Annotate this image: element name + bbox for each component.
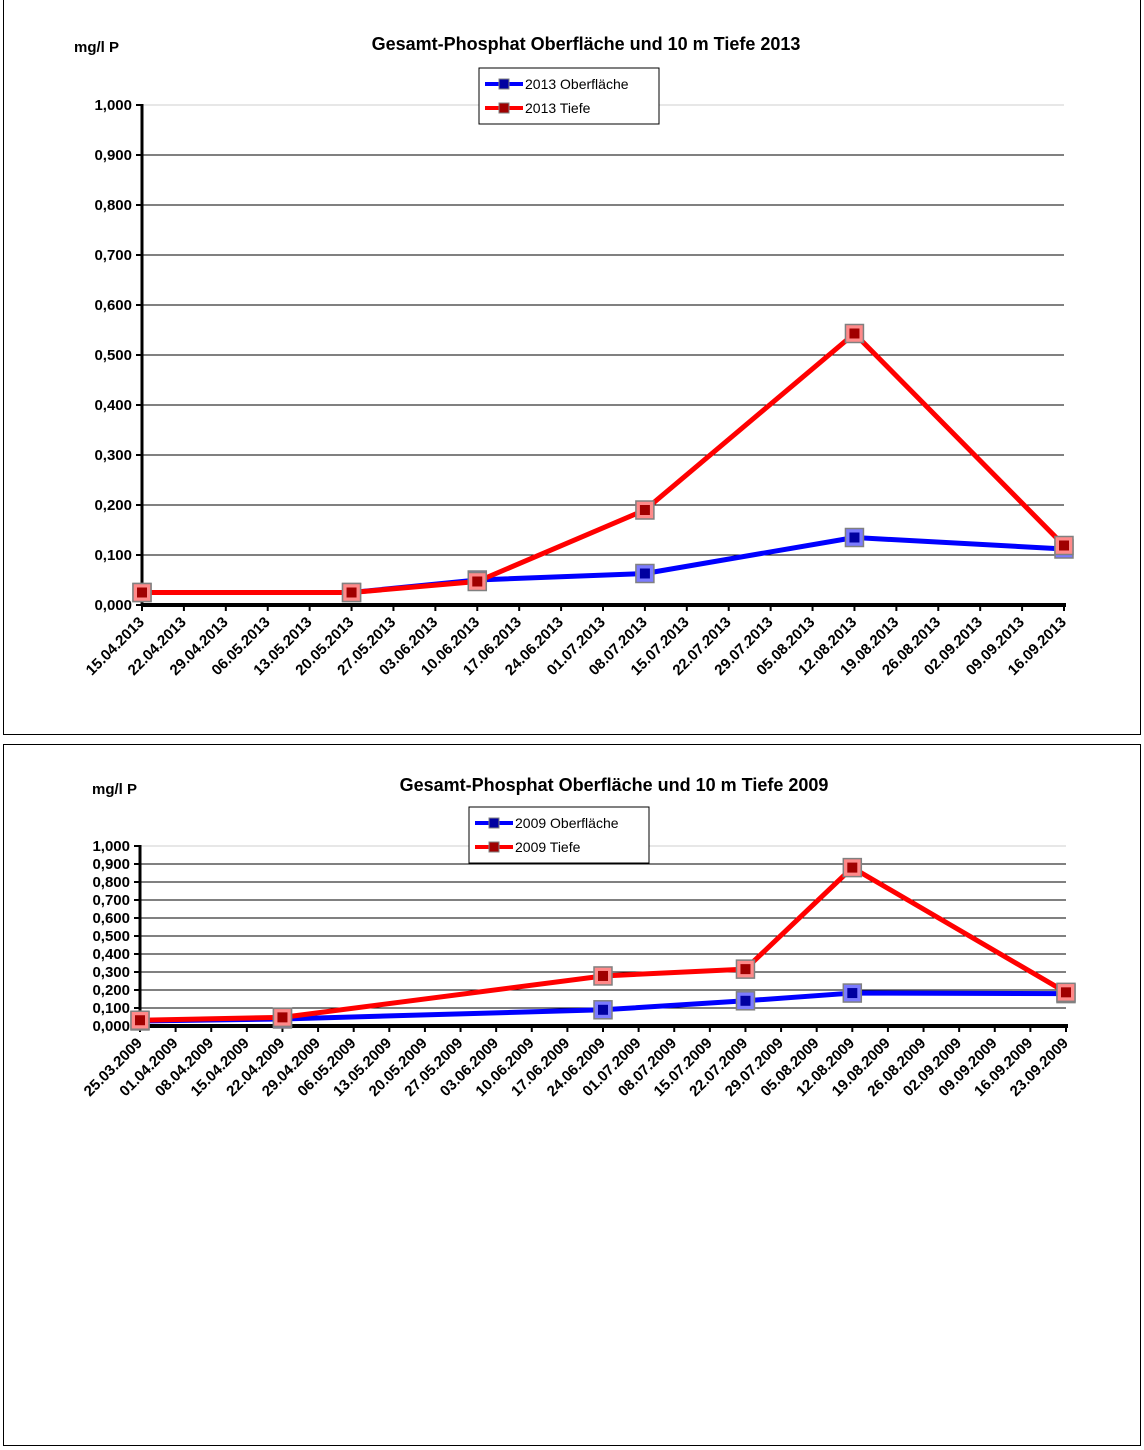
legend-label-1: 2009 Tiefe [515, 839, 581, 855]
y-tick-label: 0,000 [92, 1018, 130, 1035]
legend-box [468, 806, 650, 864]
legend-label-0: 2009 Oberfläche [515, 815, 619, 831]
data-point-marker-core [740, 964, 751, 975]
y-tick-label: 0,900 [94, 147, 132, 164]
data-point-marker-core [135, 1015, 145, 1026]
series-line-0 [142, 535, 1065, 595]
y-tick-label: 1,000 [92, 838, 130, 855]
legend-label-0: 2013 Oberfläche [525, 76, 629, 92]
y-axis-unit-label: mg/l P [74, 39, 119, 56]
y-tick-label: 0,800 [92, 874, 130, 891]
y-tick-label: 0,500 [94, 347, 132, 364]
legend: 2013 Oberfläche 2013 Tiefe [478, 67, 660, 125]
chart-panel-2013: Gesamt-Phosphat Oberfläche und 10 m Tief… [3, 0, 1141, 735]
legend: 2009 Oberfläche 2009 Tiefe [468, 806, 650, 864]
series-line-1 [139, 865, 1068, 1023]
data-point-marker-core [639, 568, 650, 579]
legend-box [478, 67, 660, 125]
data-point-marker-core [1059, 540, 1069, 551]
data-point-marker-core [1061, 987, 1071, 998]
y-tick-label: 0,600 [92, 910, 130, 927]
legend-marker-1 [488, 841, 500, 853]
y-tick-label: 0,400 [94, 397, 132, 414]
data-point-marker-core [639, 505, 650, 515]
data-point-marker-core [472, 576, 483, 587]
data-point-marker-core [847, 862, 858, 873]
chart-2009: Gesamt-Phosphat Oberfläche und 10 m Tief… [81, 775, 1076, 1100]
data-point-marker-core [740, 995, 751, 1006]
y-tick-label: 0,700 [94, 247, 132, 264]
y-tick-label: 0,400 [92, 946, 130, 963]
y-tick-label: 0,300 [92, 964, 130, 981]
data-point-marker-core [847, 988, 858, 999]
chart-2013: Gesamt-Phosphat Oberfläche und 10 m Tief… [74, 34, 1074, 679]
y-axis-unit-label: mg/l P [92, 781, 137, 798]
data-point-marker-core [137, 587, 147, 598]
legend-marker-0 [488, 817, 500, 829]
y-tick-label: 0,700 [92, 892, 130, 909]
data-point-marker-core [277, 1012, 288, 1023]
y-tick-label: 0,500 [92, 928, 130, 945]
data-point-marker-core [598, 1004, 608, 1015]
y-tick-label: 0,600 [94, 297, 132, 314]
y-tick-label: 0,800 [94, 197, 132, 214]
data-point-marker-core [598, 970, 608, 981]
chart-title: Gesamt-Phosphat Oberfläche und 10 m Tief… [372, 34, 801, 54]
data-point-marker-core [346, 587, 357, 598]
y-tick-label: 0,000 [94, 597, 132, 614]
y-tick-label: 0,200 [94, 497, 132, 514]
y-tick-label: 1,000 [94, 97, 132, 114]
chart-panel-2009: Gesamt-Phosphat Oberfläche und 10 m Tief… [3, 744, 1141, 1446]
legend-label-1: 2013 Tiefe [525, 100, 591, 116]
y-tick-label: 0,100 [92, 1000, 130, 1017]
data-point-marker-core [849, 532, 860, 543]
legend-marker-0 [498, 78, 510, 90]
y-tick-label: 0,900 [92, 856, 130, 873]
data-point-marker-core [849, 328, 860, 339]
y-tick-label: 0,300 [94, 447, 132, 464]
y-tick-label: 0,200 [92, 982, 130, 999]
y-tick-label: 0,100 [94, 547, 132, 564]
legend-marker-1 [498, 102, 510, 114]
chart-title: Gesamt-Phosphat Oberfläche und 10 m Tief… [400, 775, 829, 795]
series-line-1 [142, 331, 1066, 595]
